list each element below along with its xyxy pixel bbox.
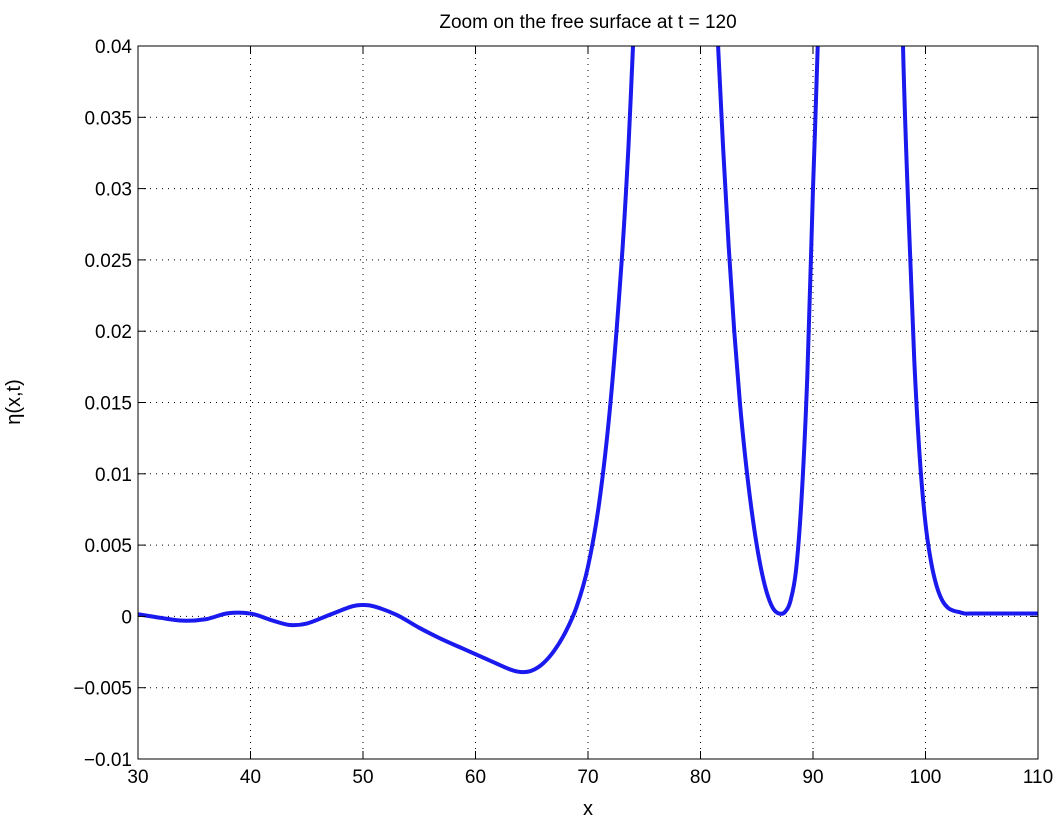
y-tick-label: 0.035 <box>84 108 132 129</box>
x-tick-label: 110 <box>1023 767 1053 788</box>
y-tick-label: 0 <box>121 607 132 628</box>
x-tick-label: 70 <box>577 767 598 788</box>
x-tick-label: 80 <box>690 767 711 788</box>
x-tick-label: 50 <box>352 767 373 788</box>
y-tick-label: 0.025 <box>84 251 132 272</box>
series-line-segment-2 <box>716 46 820 616</box>
y-tick-label: 0.04 <box>95 37 132 58</box>
x-tick-label: 60 <box>465 767 486 788</box>
y-tick-label: −0.01 <box>84 750 132 771</box>
series-line-segment-1 <box>138 46 636 675</box>
y-tick-label: 0.02 <box>95 322 132 343</box>
y-axis-label: η(x,t) <box>3 379 25 425</box>
x-tick-label: 30 <box>127 767 148 788</box>
x-axis: 30 40 50 60 70 80 90 100 110 <box>127 46 1053 788</box>
y-tick-label: 0.03 <box>95 180 132 201</box>
series-line-segment-3 <box>900 46 1038 616</box>
x-tick-label: 100 <box>910 767 942 788</box>
x-tick-label: 40 <box>240 767 261 788</box>
y-tick-label: −0.005 <box>73 679 132 700</box>
series-layer <box>138 46 1038 675</box>
x-tick-label: 90 <box>802 767 823 788</box>
x-axis-label: x <box>583 798 593 820</box>
y-tick-label: 0.005 <box>84 536 132 557</box>
y-tick-label: 0.015 <box>84 394 132 415</box>
y-tick-label: 0.01 <box>95 465 132 486</box>
grid <box>138 46 1038 759</box>
y-axis: −0.01 −0.005 0 0.005 0.01 0.015 0.02 0.025 0.03 0… <box>73 37 1038 771</box>
chart-title: Zoom on the free surface at t = 120 <box>439 12 736 33</box>
